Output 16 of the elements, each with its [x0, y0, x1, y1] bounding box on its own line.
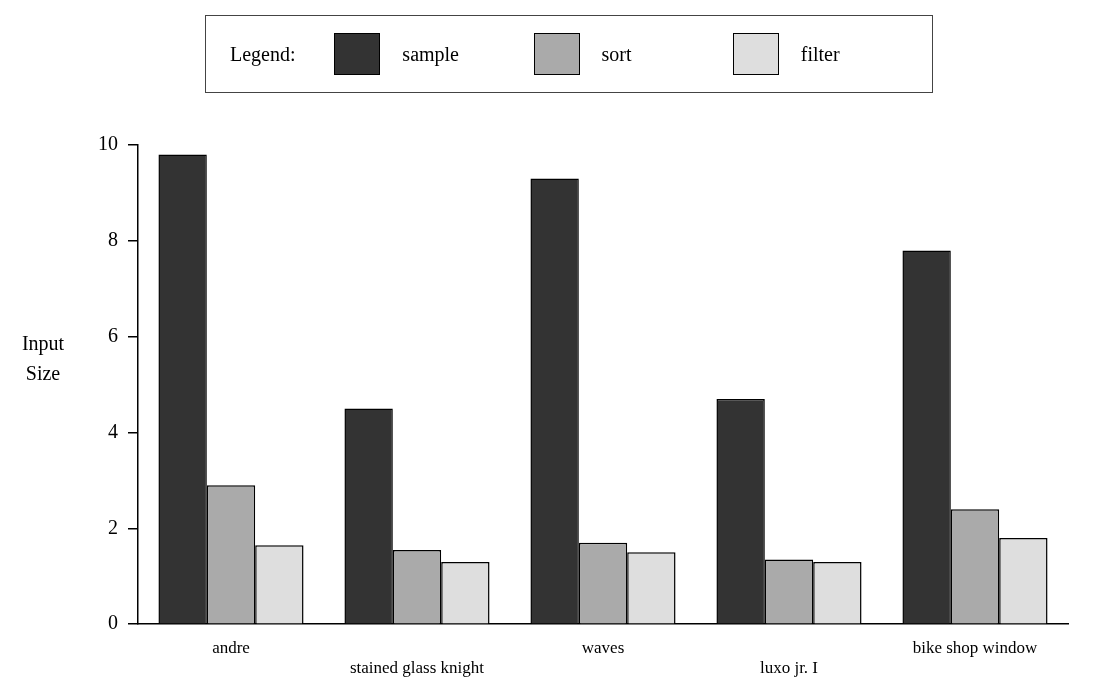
x-tick-label: waves [581, 637, 625, 657]
legend-label: sample [402, 42, 459, 66]
y-tick-label: 6 [108, 323, 118, 346]
y-tick-label: 2 [108, 515, 118, 538]
legend-label: filter [800, 42, 840, 66]
legend-title: Legend: [230, 42, 297, 66]
y-axis-title: Input Size [20, 331, 66, 386]
x-tick-label: stained glass knight [349, 658, 485, 678]
x-tick-label: bike shop window [912, 637, 1039, 657]
x-tick-label: luxo jr. I [759, 658, 819, 678]
x-tick-label: andre [212, 637, 250, 657]
y-tick-label: 10 [98, 132, 118, 155]
y-tick-label: 0 [108, 611, 118, 634]
y-tick-label: 8 [108, 228, 118, 251]
legend-label: sort [601, 42, 632, 66]
y-tick-label: 4 [108, 419, 118, 442]
